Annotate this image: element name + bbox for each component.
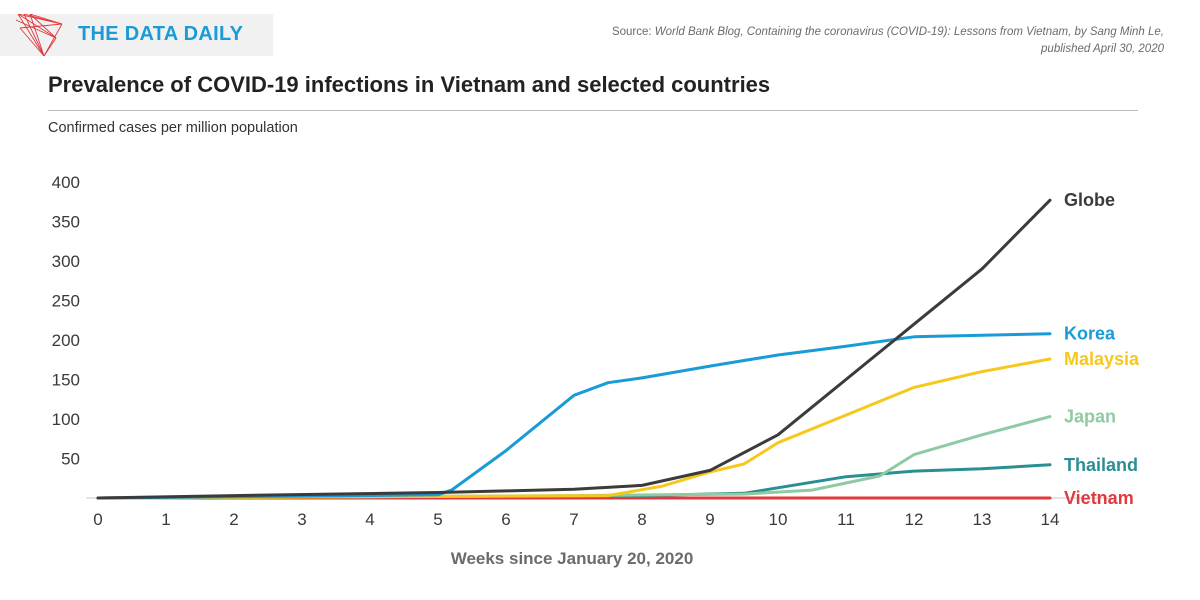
chart-series-labels: Vietnam Thailand Japan Malaysia Korea Globe xyxy=(1064,190,1140,508)
brand-name: THE DATA DAILY xyxy=(78,23,244,45)
x-tick-label: 9 xyxy=(705,510,714,529)
series-line-globe xyxy=(96,198,1052,500)
x-tick-label: 14 xyxy=(1041,510,1060,529)
series-line-korea xyxy=(96,332,1052,500)
x-tick-label: 1 xyxy=(161,510,170,529)
red-wireframe-logo-icon xyxy=(16,14,63,56)
series-line-japan xyxy=(96,415,1052,500)
x-tick-label: 6 xyxy=(501,510,510,529)
series-label-globe: Globe xyxy=(1064,190,1115,210)
x-tick-label: 0 xyxy=(93,510,102,529)
series-label-japan: Japan xyxy=(1064,407,1116,427)
series-label-vietnam: Vietnam xyxy=(1064,488,1134,508)
x-tick-label: 8 xyxy=(637,510,646,529)
chart-title: Prevalence of COVID-19 infections in Vie… xyxy=(48,72,771,97)
y-tick-label: 350 xyxy=(52,213,80,232)
y-tick-label: 400 xyxy=(52,173,80,192)
chart-subtitle: Confirmed cases per million population xyxy=(48,120,298,136)
y-tick-label: 100 xyxy=(52,410,80,429)
series-label-korea: Korea xyxy=(1064,324,1116,344)
y-tick-label: 300 xyxy=(52,252,80,271)
y-tick-label: 200 xyxy=(52,331,80,350)
x-tick-label: 13 xyxy=(973,510,992,529)
x-tick-label: 5 xyxy=(433,510,442,529)
chart-series xyxy=(96,198,1052,500)
y-tick-label: 250 xyxy=(52,292,80,311)
title-divider xyxy=(48,110,1138,111)
source-note: Source: World Bank Blog, Containing the … xyxy=(604,24,1164,58)
series-line-malaysia xyxy=(96,357,1052,500)
x-tick-label: 7 xyxy=(569,510,578,529)
x-tick-label: 12 xyxy=(905,510,924,529)
y-tick-label: 150 xyxy=(52,371,80,390)
series-line-thailand xyxy=(96,463,1052,500)
source-publication: World Bank Blog, Containing the coronavi… xyxy=(654,26,1164,55)
source-prefix: Source: xyxy=(611,26,655,38)
x-axis-title: Weeks since January 20, 2020 xyxy=(451,549,694,568)
brand-header: THE DATA DAILY xyxy=(0,14,273,56)
x-tick-label: 3 xyxy=(297,510,306,529)
series-label-malaysia: Malaysia xyxy=(1064,349,1140,369)
x-tick-label: 10 xyxy=(769,510,788,529)
x-tick-label: 2 xyxy=(229,510,238,529)
x-tick-label: 4 xyxy=(365,510,374,529)
x-tick-label: 11 xyxy=(837,510,855,529)
y-tick-label: 50 xyxy=(61,450,80,469)
series-label-thailand: Thailand xyxy=(1064,455,1138,475)
